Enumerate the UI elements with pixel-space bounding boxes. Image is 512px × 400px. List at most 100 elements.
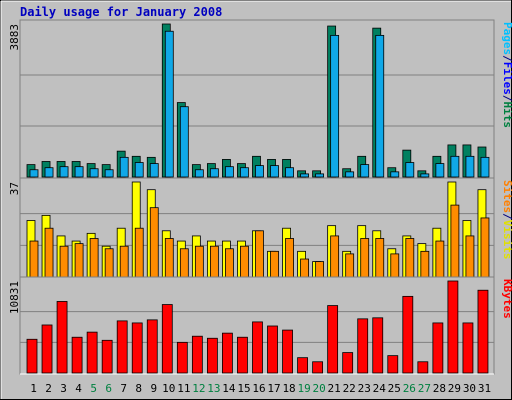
x-tick-label: 3: [60, 382, 67, 395]
bar: [206, 337, 218, 374]
bar: [89, 168, 99, 178]
bar: [119, 156, 129, 178]
legend: Sites/Visits: [501, 180, 512, 260]
bar: [297, 357, 308, 374]
bar: [282, 329, 293, 374]
x-tick-label: 26: [403, 382, 416, 395]
bar: [255, 230, 264, 278]
bar: [104, 169, 114, 178]
bar: [270, 250, 279, 278]
x-tick-label: 1: [30, 382, 37, 395]
x-tick-label: 28: [433, 382, 446, 395]
bar: [450, 204, 460, 278]
x-tick-label: 16: [252, 382, 265, 395]
x-tick-label: 23: [358, 382, 371, 395]
bar: [176, 341, 188, 374]
bar: [131, 322, 143, 374]
legend-entry: Sites: [501, 180, 512, 213]
legend-entry: Files: [501, 62, 512, 95]
bar: [480, 217, 490, 278]
bar: [255, 165, 264, 178]
bar: [29, 169, 39, 178]
bar: [480, 156, 490, 178]
bar: [104, 248, 114, 278]
bar: [357, 318, 369, 374]
bar: [315, 261, 325, 278]
bar: [149, 207, 159, 278]
bar: [44, 227, 54, 278]
bar: [462, 322, 474, 374]
bar: [161, 304, 173, 374]
bar: [465, 155, 475, 178]
bar: [360, 238, 370, 278]
bar: [119, 245, 129, 278]
bar: [71, 336, 83, 374]
bar: [345, 253, 355, 278]
x-tick-label: 8: [135, 382, 142, 395]
bar: [134, 162, 144, 178]
bar: [44, 167, 54, 178]
bar: [315, 173, 325, 178]
bar: [330, 235, 340, 278]
panel: [19, 19, 495, 179]
bar: [101, 339, 113, 374]
bar: [225, 248, 234, 278]
x-tick-label: 10: [162, 382, 175, 395]
y-tick-label: 3883: [8, 24, 21, 51]
bar: [390, 171, 400, 178]
bar: [59, 245, 69, 278]
bar: [29, 240, 39, 278]
bar: [405, 162, 415, 178]
x-tick-label: 27: [418, 382, 431, 395]
bar: [146, 319, 158, 374]
bar: [435, 163, 445, 178]
bar: [447, 280, 459, 374]
x-tick-label: 11: [177, 382, 190, 395]
bar: [164, 238, 174, 278]
bar: [41, 324, 53, 374]
x-tick-label: 30: [463, 382, 476, 395]
bar: [312, 361, 324, 374]
bar: [225, 166, 234, 178]
bar: [285, 167, 294, 178]
bar: [390, 253, 400, 278]
bar: [74, 243, 84, 278]
x-tick-label: 31: [478, 382, 491, 395]
x-tick-label: 18: [282, 382, 295, 395]
legend: KBytes: [501, 279, 512, 319]
bar: [420, 173, 430, 178]
legend-entry: Pages: [501, 22, 512, 55]
bar: [300, 173, 309, 178]
bar: [194, 245, 204, 278]
bar: [116, 320, 128, 374]
bar: [300, 258, 309, 278]
x-tick-label: 19: [297, 382, 310, 395]
bar: [375, 238, 385, 278]
bar: [86, 331, 98, 374]
bar: [222, 332, 233, 374]
chart-title: Daily usage for January 2008: [20, 5, 222, 19]
bar: [26, 338, 38, 374]
bar: [56, 301, 68, 374]
bar: [270, 165, 279, 178]
legend-entry: KBytes: [501, 279, 512, 319]
bar: [417, 361, 429, 374]
bar: [420, 250, 430, 278]
x-tick-label: 25: [388, 382, 401, 395]
x-tick-label: 2: [45, 382, 52, 395]
bar: [432, 322, 444, 374]
bar: [194, 169, 204, 178]
x-tick-label: 21: [328, 382, 341, 395]
x-tick-label: 6: [105, 382, 112, 395]
x-tick-label: 7: [120, 382, 127, 395]
y-tick-label: 37: [8, 182, 21, 195]
bar: [435, 240, 445, 278]
legend: Pages/Files/Hits: [501, 22, 512, 128]
bar: [477, 289, 489, 374]
legend-entry: /: [501, 55, 512, 62]
legend-entry: Visits: [501, 220, 512, 260]
x-tick-label: 22: [343, 382, 356, 395]
bar: [267, 325, 278, 374]
legend-entry: Hits: [501, 102, 512, 129]
